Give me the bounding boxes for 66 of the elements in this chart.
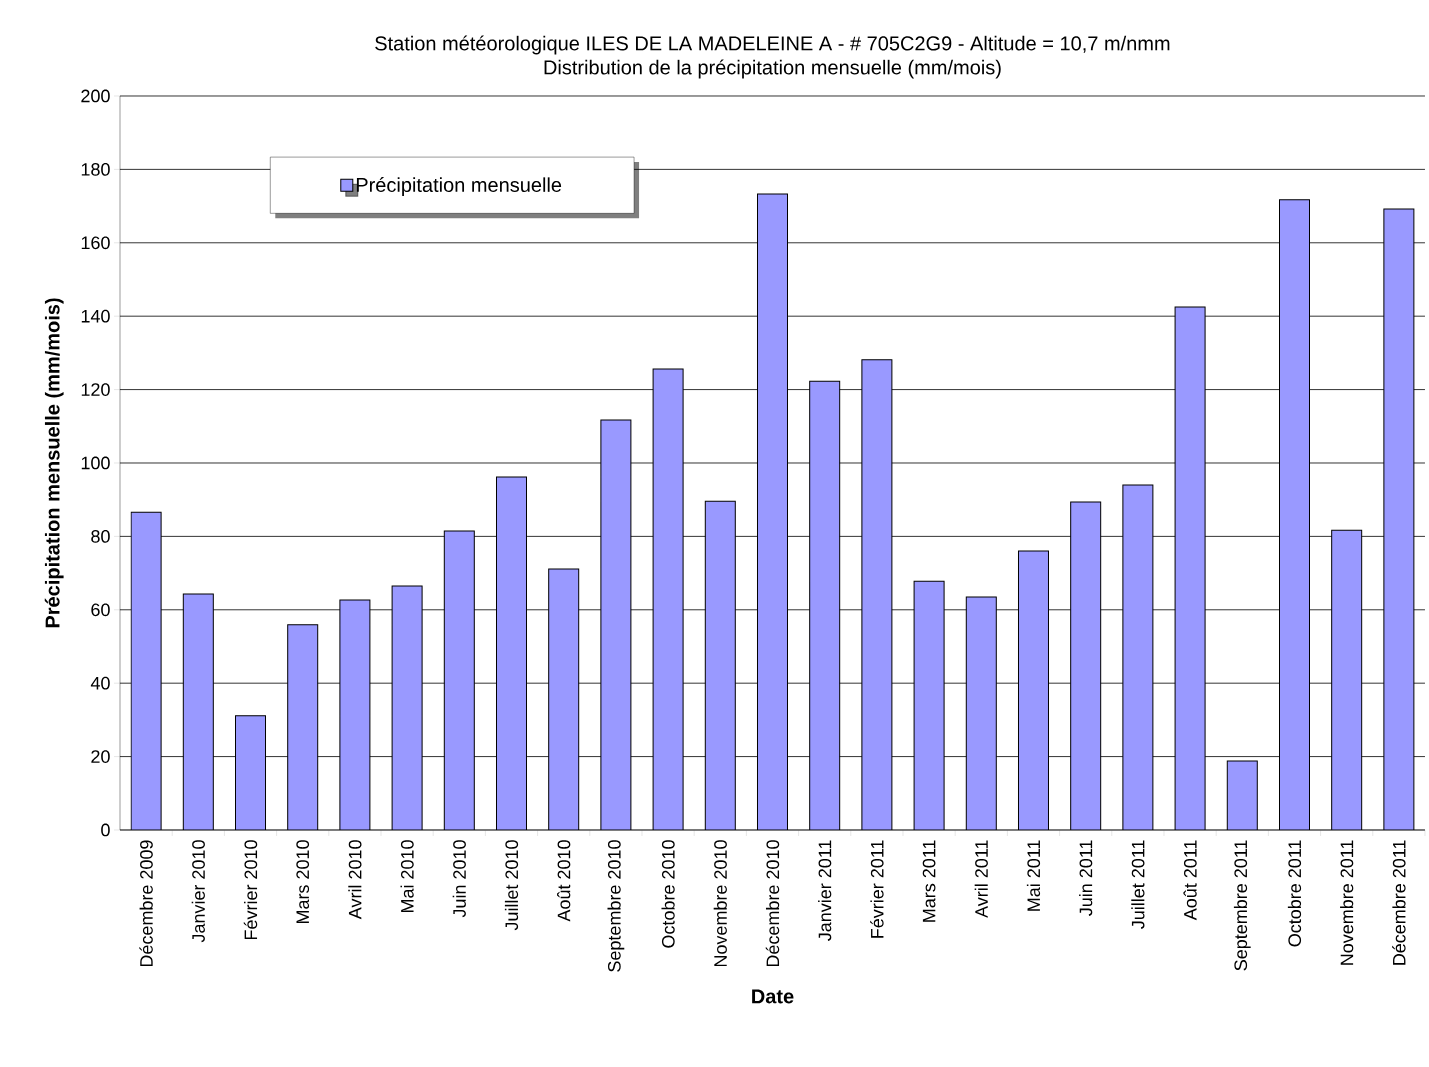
y-tick-label: 60 (91, 603, 110, 617)
x-tick-label: Avril 2010 (348, 840, 362, 920)
x-tick-label: Décembre 2010 (765, 840, 780, 967)
x-tick-label: Octobre 2011 (1287, 840, 1302, 947)
x-tick-label: Février 2010 (243, 840, 258, 940)
x-tick-label: Mai 2011 (1026, 840, 1041, 911)
y-axis-title: Précipitation mensuelle (mm/mois) (44, 298, 64, 628)
x-tick-label: Août 2010 (557, 840, 571, 922)
x-tick-label: Juin 2010 (452, 840, 466, 918)
bar (1226, 760, 1258, 830)
x-tick-label: Septembre 2011 (1233, 840, 1251, 971)
x-tick-label: Juillet 2010 (504, 840, 519, 931)
x-tick-label: Février 2011 (870, 840, 884, 938)
x-tick-label: Janvier 2010 (191, 840, 205, 943)
x-tick-label: Septembre 2010 (607, 840, 625, 972)
bar (339, 599, 371, 830)
x-tick-label: Juin 2011 (1079, 840, 1093, 916)
x-tick-label: Novembre 2011 (1340, 840, 1354, 965)
bar (600, 419, 632, 830)
y-tick-label: 120 (81, 383, 110, 396)
x-tick-label: Octobre 2010 (661, 840, 675, 948)
bar (861, 359, 893, 830)
y-tick-label: 200 (81, 89, 110, 103)
bar (1070, 501, 1102, 830)
x-tick-label: Mai 2010 (400, 840, 414, 913)
y-tick-label: 0 (101, 823, 110, 837)
bar (235, 715, 267, 830)
bar (1122, 484, 1154, 830)
bar (756, 193, 788, 830)
bar (1383, 208, 1415, 830)
x-tick-label: Mars 2010 (296, 840, 310, 924)
x-tick-label: Juillet 2011 (1131, 840, 1145, 929)
bar (809, 380, 841, 830)
legend-label: Précipitation mensuelle (356, 177, 562, 196)
bar (1174, 306, 1206, 830)
x-tick-label: Avril 2011 (974, 840, 988, 918)
x-tick-label: Août 2011 (1183, 840, 1197, 921)
y-tick-label: 140 (81, 309, 110, 323)
bar (704, 500, 736, 830)
y-tick-label: 40 (90, 676, 110, 690)
y-tick-label: 100 (81, 456, 110, 470)
x-tick-label: Novembre 2010 (713, 840, 727, 967)
x-axis-title: Date (752, 989, 794, 1004)
bar (1331, 529, 1363, 830)
bar (391, 585, 423, 830)
y-tick-label: 180 (81, 163, 110, 176)
bar (1017, 550, 1049, 830)
chart-subtitle: Distribution de la précipitation mensuelle (mm/mois) (544, 59, 1001, 79)
bar (443, 530, 475, 830)
x-tick-label: Décembre 2011 (1392, 840, 1406, 965)
x-tick-label: Décembre 2009 (139, 840, 153, 967)
y-tick-label: 80 (91, 530, 110, 543)
bar (965, 596, 997, 830)
bar (496, 476, 527, 830)
bar (548, 568, 580, 830)
bar (130, 511, 162, 830)
x-tick-label: Mars 2011 (922, 840, 936, 922)
x-tick-label: Janvier 2011 (818, 840, 832, 941)
y-tick-label: 160 (81, 236, 110, 250)
bar (913, 580, 945, 830)
chart-title: Station météorologique ILES DE LA MADELEINE A - # 705C2G9 - Altitude = 10,7 m/nmm (375, 35, 1170, 55)
bar (1278, 199, 1310, 830)
bar (652, 368, 684, 830)
y-tick-label: 20 (91, 750, 110, 763)
bar (182, 593, 214, 830)
bar (287, 624, 319, 830)
